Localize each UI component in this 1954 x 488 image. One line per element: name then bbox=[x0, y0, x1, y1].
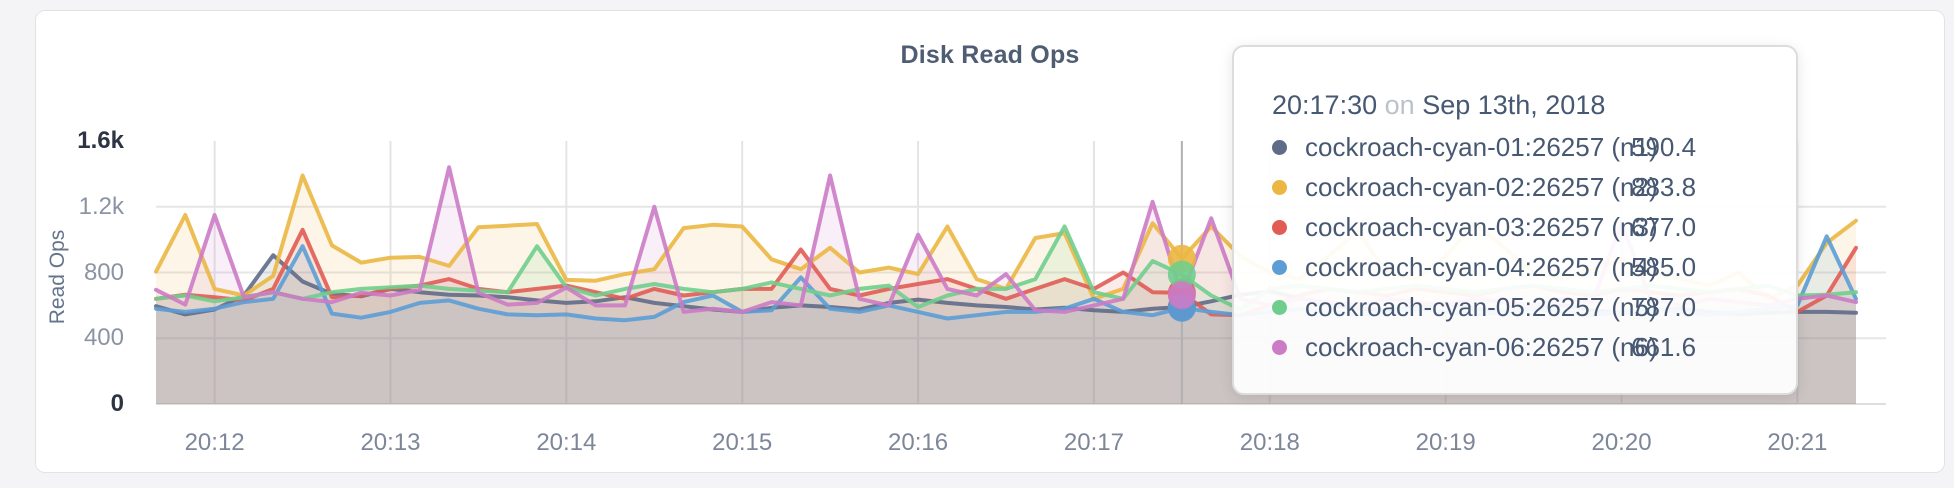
y-axis-tick-1.6k: 1.6k bbox=[77, 127, 124, 154]
y-axis-tick-0: 0 bbox=[110, 390, 124, 417]
tooltip-series-name: cockroach-cyan-03:26257 (n3) bbox=[1305, 211, 1658, 242]
x-axis-tick-20:12: 20:12 bbox=[184, 429, 245, 456]
tooltip-series-name: cockroach-cyan-05:26257 (n5) bbox=[1305, 291, 1658, 322]
series-color-dot-icon bbox=[1272, 179, 1287, 195]
hover-dot-n5 bbox=[1167, 260, 1196, 289]
tooltip-series-value: 661.6 bbox=[1631, 331, 1697, 362]
tooltip-series-row: cockroach-cyan-02:26257 (n2) 883.8 bbox=[1272, 167, 1768, 207]
tooltip-time: 20:17:30 bbox=[1272, 90, 1378, 120]
series-color-dot-icon bbox=[1272, 339, 1287, 355]
tooltip-series-row: cockroach-cyan-05:26257 (n5) 787.0 bbox=[1272, 287, 1768, 327]
x-axis-tick-20:19: 20:19 bbox=[1415, 429, 1476, 456]
page-title: Disk Read Ops bbox=[900, 41, 1080, 69]
y-axis-tick-1.2k: 1.2k bbox=[78, 192, 124, 220]
tooltip-series-name: cockroach-cyan-06:26257 (n6) bbox=[1305, 331, 1658, 362]
tooltip-series-row: cockroach-cyan-03:26257 (n3) 677.0 bbox=[1272, 207, 1768, 247]
tooltip-series-row: cockroach-cyan-01:26257 (n1) 590.4 bbox=[1272, 127, 1768, 167]
tooltip-series-row: cockroach-cyan-04:26257 (n4) 585.0 bbox=[1272, 247, 1768, 287]
tooltip-series-list: cockroach-cyan-01:26257 (n1) 590.4 cockroa… bbox=[1272, 127, 1768, 367]
tooltip-header: 20:17:30 on Sep 13th, 2018 bbox=[1272, 83, 1768, 127]
x-axis-tick-20:15: 20:15 bbox=[712, 429, 773, 456]
x-axis-tick-20:13: 20:13 bbox=[360, 429, 421, 456]
metric-card: Disk Read Ops Read Ops 0 400 800 1.2k 1.6k 2… bbox=[35, 10, 1945, 473]
x-axis-tick-20:21: 20:21 bbox=[1767, 429, 1828, 456]
tooltip-series-name: cockroach-cyan-01:26257 (n1) bbox=[1305, 131, 1658, 162]
tooltip-date: Sep 13th, 2018 bbox=[1422, 90, 1606, 120]
series-color-dot-icon bbox=[1272, 259, 1287, 275]
tooltip-series-value: 677.0 bbox=[1631, 211, 1697, 242]
series-color-dot-icon bbox=[1272, 219, 1287, 235]
y-axis-tick-800: 800 bbox=[83, 258, 124, 286]
series-color-dot-icon bbox=[1272, 299, 1287, 315]
tooltip-series-value: 787.0 bbox=[1631, 291, 1697, 322]
x-axis-tick-20:17: 20:17 bbox=[1063, 429, 1124, 456]
series-color-dot-icon bbox=[1272, 139, 1287, 155]
chart-tooltip: 20:17:30 on Sep 13th, 2018 cockroach-cya… bbox=[1232, 45, 1798, 395]
x-axis-tick-20:20: 20:20 bbox=[1591, 429, 1652, 456]
x-axis-tick-20:18: 20:18 bbox=[1239, 429, 1300, 456]
tooltip-series-row: cockroach-cyan-06:26257 (n6) 661.6 bbox=[1272, 327, 1768, 367]
tooltip-series-name: cockroach-cyan-02:26257 (n2) bbox=[1305, 171, 1658, 202]
x-axis-tick-20:14: 20:14 bbox=[536, 429, 597, 456]
tooltip-series-value: 585.0 bbox=[1631, 251, 1697, 282]
y-axis-tick-400: 400 bbox=[83, 324, 124, 352]
tooltip-conjunction: on bbox=[1384, 90, 1415, 120]
hover-dot-n6 bbox=[1167, 281, 1196, 310]
tooltip-series-value: 590.4 bbox=[1631, 131, 1697, 162]
tooltip-series-name: cockroach-cyan-04:26257 (n4) bbox=[1305, 251, 1658, 282]
tooltip-series-value: 883.8 bbox=[1631, 171, 1697, 202]
x-axis-tick-20:16: 20:16 bbox=[888, 429, 949, 456]
